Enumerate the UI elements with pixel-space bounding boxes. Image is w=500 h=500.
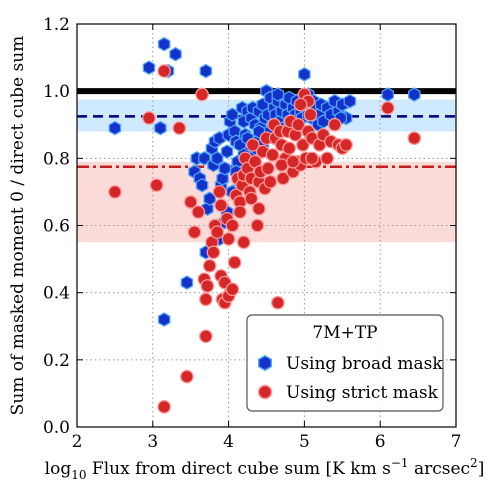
strict-mask-point [200,279,215,293]
legend-box [246,314,444,412]
strict-mask-point [210,225,225,240]
broad-mask-point [298,67,311,82]
data-points [108,36,422,414]
series-strict-mask [108,64,422,414]
broad-mask-point [381,87,395,102]
broad-mask-point [108,120,122,136]
broad-mask-point [199,63,213,79]
y-tick-label: 1.2 [43,15,70,35]
strict-mask-point [271,295,285,310]
legend-entry-broad: Using broad mask [286,354,443,374]
strict-mask-point [199,329,213,344]
strict-mask-point [263,174,278,189]
strict-mask-point [108,185,122,199]
strict-mask-point [293,97,308,112]
strict-mask-point [225,218,240,233]
axis-ticks: 2 3 4 5 6 7 0.0 0.2 0.4 0.6 0.8 1.0 1.2 [43,15,461,452]
x-axis-label-sub: 10 [71,468,86,482]
series-broad-mask [108,36,421,327]
strict-mask-point [407,131,422,146]
strict-mask-point [252,201,266,216]
x-tick-label: 3 [147,432,158,452]
legend: 7M+TP Using broad mask Using strict mask [246,314,444,412]
strict-mask-point [274,158,289,172]
broad-mask-point [408,87,421,102]
strict-mask-point [180,369,194,384]
broad-mask-point [142,60,156,75]
strict-mask-point [276,171,291,186]
strict-mask-point [199,292,213,307]
x-axis-label-close: ] [478,459,485,479]
strict-mask-point [233,205,247,219]
strict-mask-point [303,107,318,122]
strict-mask-point [214,198,228,213]
broad-mask-point [157,312,171,327]
y-axis-label: Sum of masked moment 0 / direct cube sum [8,36,28,416]
strict-mask-point [172,121,187,135]
y-tick-label: 1.0 [43,82,70,102]
x-axis-label: log10 Flux from direct cube sum [K km s−… [45,456,485,482]
strict-mask-point [195,87,209,102]
reference-band-2 [77,161,456,243]
strict-mask-point [157,399,172,414]
x-axis-label-log: log [45,459,72,479]
strict-mask-point [206,245,221,260]
broad-mask-point [154,120,167,136]
strict-mask-point [327,117,342,132]
strict-mask-point [291,117,306,132]
legend-marker-broad [258,354,272,372]
y-tick-label: 0.8 [43,149,70,169]
legend-entry-strict: Using strict mask [286,383,439,403]
strict-mask-point [282,141,297,156]
x-axis-label-sup2: 2 [470,456,478,470]
strict-mask-point [296,138,310,152]
strict-mask-point [236,235,251,250]
broad-mask-point [198,151,211,166]
broad-mask-point [220,144,234,159]
x-tick-label: 4 [223,432,234,452]
legend-marker-strict [257,384,273,400]
strict-mask-point [191,205,206,219]
y-tick-label: 0.4 [43,284,70,304]
x-tick-label: 5 [299,432,310,452]
strict-mask-point [380,101,395,115]
x-tick-label: 2 [72,432,83,452]
strict-mask-point [250,218,265,233]
legend-title: 7M+TP [312,323,377,343]
y-tick-label: 0.2 [43,351,70,371]
strict-mask-point [246,138,260,152]
strict-mask-point [221,232,236,246]
strict-mask-point [142,111,156,125]
broad-mask-point [169,46,182,62]
strict-mask-point [320,151,334,166]
strict-mask-point [227,255,242,270]
strict-mask-point [157,64,172,78]
strict-mask-point [261,161,275,176]
strict-mask-point [187,225,202,240]
x-tick-label: 6 [375,432,386,452]
x-tick-label: 7 [451,432,462,452]
strict-mask-point [225,282,240,297]
strict-mask-point [149,178,164,193]
strict-mask-point [305,151,319,166]
x-axis-label-sup: −1 [391,456,409,470]
strict-mask-point [339,138,353,152]
broad-mask-point [180,275,194,290]
y-tick-label: 0.6 [43,217,70,237]
y-tick-label: 0.0 [43,418,70,438]
broad-mask-point [343,93,357,109]
broad-mask-point [271,87,285,102]
strict-mask-point [244,191,259,206]
strict-mask-point [286,154,300,169]
x-axis-label-end: arcsec [409,459,471,479]
strict-mask-point [202,258,217,273]
broad-mask-point [195,177,209,193]
strict-mask-point [265,148,280,162]
strict-mask-point [183,195,198,209]
broad-mask-point [157,36,171,52]
broad-mask-point [218,161,232,176]
x-axis-label-rest: Flux from direct cube sum [K km s [87,459,391,479]
strict-mask-point [212,185,227,199]
